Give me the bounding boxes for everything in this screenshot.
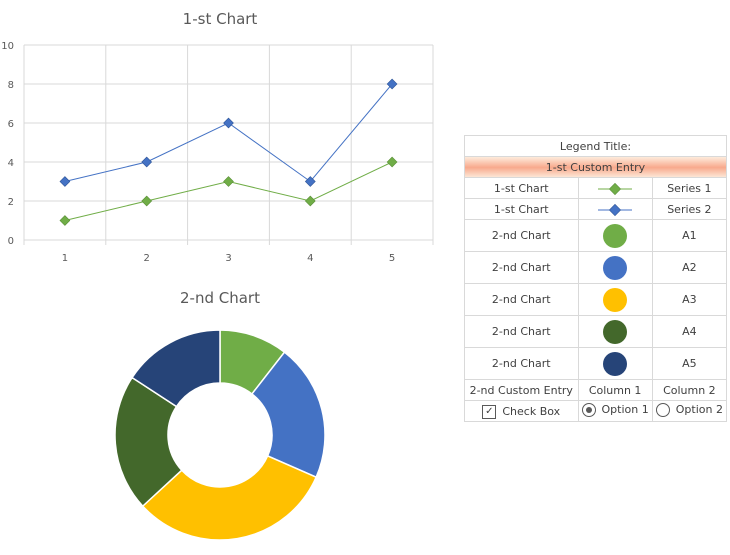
legend-row-a1: 2-nd Chart A1 xyxy=(464,219,728,252)
legend-custom-entry-2-label: 2-nd Custom Entry xyxy=(464,379,579,401)
legend-chart-name: 1-st Chart xyxy=(464,198,579,220)
y-tick-label: 2 xyxy=(8,197,14,208)
legend-dot-swatch xyxy=(577,219,653,252)
donut-slice-a5 xyxy=(131,329,221,408)
legend-chart-name: 2-nd Chart xyxy=(464,347,579,380)
legend-row-series-2: 1-st Chart Series 2 xyxy=(464,198,728,220)
legend-dot-swatch xyxy=(577,347,653,380)
legend-table: Legend Title: 1-st Custom Entry 1-st Cha… xyxy=(464,135,728,422)
swatch-dot-a1 xyxy=(603,223,628,248)
legend-row-a3: 2-nd Chart A3 xyxy=(464,283,728,316)
swatch-dot-a2 xyxy=(603,255,628,280)
x-tick-label: 2 xyxy=(144,253,150,264)
legend-row-series-1: 1-st Chart Series 1 xyxy=(464,177,728,199)
series-1-marker xyxy=(141,195,153,207)
legend-category-label: A3 xyxy=(651,283,728,316)
legend-category-label: A1 xyxy=(651,219,728,252)
series-1-marker xyxy=(223,176,234,187)
y-tick-label: 8 xyxy=(8,80,14,91)
legend-title: Legend Title: xyxy=(464,135,727,157)
legend-column-1: Column 1 xyxy=(577,379,653,401)
chart1-title: 1-st Chart xyxy=(182,10,258,28)
x-tick-label: 1 xyxy=(62,253,68,264)
legend-custom-entry-2: 2-nd Custom Entry Column 1 Column 2 xyxy=(464,379,728,401)
chart2-title: 2-nd Chart xyxy=(180,289,260,307)
legend-chart-name: 2-nd Chart xyxy=(464,251,579,284)
y-tick-label: 0 xyxy=(8,236,14,247)
legend-series-label: Series 2 xyxy=(651,198,728,220)
legend-chart-name: 2-nd Chart xyxy=(464,315,579,348)
series-2-marker xyxy=(141,156,153,168)
series-1-marker xyxy=(59,215,71,226)
radio-selected-icon[interactable] xyxy=(581,402,596,417)
checkbox-cell: ✓ Check Box xyxy=(464,400,579,422)
x-tick-label: 4 xyxy=(307,253,313,264)
swatch-dot-a3 xyxy=(603,287,628,312)
donut-slice-a4 xyxy=(114,376,183,508)
radio-unselected-icon[interactable] xyxy=(655,402,670,417)
option1-label: Option 1 xyxy=(601,403,649,416)
legend-row-a2: 2-nd Chart A2 xyxy=(464,251,728,284)
legend-line-swatch xyxy=(577,198,653,220)
legend-dot-swatch xyxy=(577,251,653,284)
series-2-marker xyxy=(304,176,316,187)
series-line-2 xyxy=(64,83,393,183)
y-tick-label: 4 xyxy=(8,158,14,169)
option-1-radio[interactable]: Option 1 xyxy=(581,402,649,417)
legend-line-swatch xyxy=(577,177,653,199)
legend-row-a5: 2-nd Chart A5 xyxy=(464,347,728,380)
donut-slice-a1 xyxy=(219,329,286,396)
series-2-marker xyxy=(223,117,234,129)
series-line-1 xyxy=(64,161,393,221)
legend-custom-entry-1: 1-st Custom Entry xyxy=(464,156,727,178)
donut-slice-a2 xyxy=(250,351,326,479)
y-tick-label: 10 xyxy=(1,41,14,52)
x-tick-label: 3 xyxy=(225,253,231,264)
checkbox-label: Check Box xyxy=(502,405,561,418)
option2-cell: Option 2 xyxy=(651,400,728,422)
series-1-marker xyxy=(304,195,316,207)
check-box-control[interactable]: ✓ Check Box xyxy=(482,404,561,419)
option2-label: Option 2 xyxy=(675,403,723,416)
legend-column-2: Column 2 xyxy=(651,379,728,401)
legend-controls-row: ✓ Check Box Option 1 Option 2 xyxy=(464,400,728,422)
option1-cell: Option 1 xyxy=(577,400,653,422)
legend-series-label: Series 1 xyxy=(651,177,728,199)
legend-dot-swatch xyxy=(577,315,653,348)
series-1-marker xyxy=(386,156,398,168)
swatch-dot-a4 xyxy=(603,319,628,344)
series-2-marker xyxy=(59,176,71,187)
donut-slice-a3 xyxy=(141,454,318,541)
legend-chart-name: 2-nd Chart xyxy=(464,219,579,252)
legend-category-label: A2 xyxy=(651,251,728,284)
swatch-dot-a5 xyxy=(603,351,628,376)
legend-row-a4: 2-nd Chart A4 xyxy=(464,315,728,348)
series-2-marker xyxy=(386,78,398,90)
legend-dot-swatch xyxy=(577,283,653,316)
legend-category-label: A5 xyxy=(651,347,728,380)
checkbox-checked-icon[interactable]: ✓ xyxy=(482,404,497,419)
swatch-marker-series-1 xyxy=(609,182,622,195)
legend-category-label: A4 xyxy=(651,315,728,348)
legend-chart-name: 1-st Chart xyxy=(464,177,579,199)
swatch-marker-series-2 xyxy=(609,203,622,216)
option-2-radio[interactable]: Option 2 xyxy=(655,402,723,417)
y-tick-label: 6 xyxy=(8,119,14,130)
x-tick-label: 5 xyxy=(389,253,395,264)
legend-chart-name: 2-nd Chart xyxy=(464,283,579,316)
